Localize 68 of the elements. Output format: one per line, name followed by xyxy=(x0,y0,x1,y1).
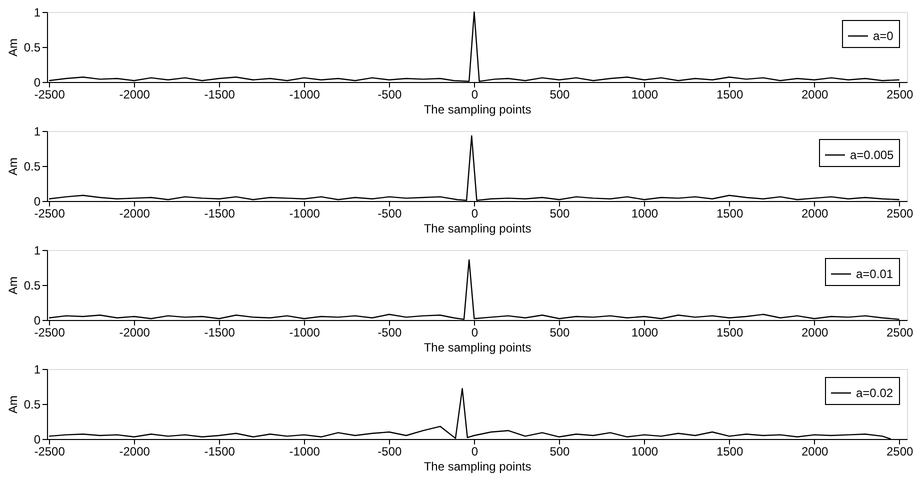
y-tick-label: 0 xyxy=(34,432,41,446)
y-tick-label: 0 xyxy=(34,76,41,90)
x-tick-label: -500 xyxy=(378,206,402,220)
x-tick-label: -500 xyxy=(378,444,402,458)
x-tick-label: 1500 xyxy=(716,206,744,220)
y-axis-title: Am xyxy=(6,157,20,176)
x-tick-label: 500 xyxy=(550,88,570,102)
x-tick-label: -1500 xyxy=(204,444,236,458)
x-axis-title: The sampling points xyxy=(424,460,532,474)
x-tick-label: 2000 xyxy=(801,206,828,220)
x-axis-title: The sampling points xyxy=(424,222,532,236)
x-tick-label: 0 xyxy=(471,88,478,102)
x-tick-label: 1000 xyxy=(631,326,658,340)
y-axis-title: Am xyxy=(6,395,20,414)
x-tick-label: -2500 xyxy=(34,206,66,220)
x-tick-label: -1500 xyxy=(204,88,236,102)
x-axis-title: The sampling points xyxy=(424,340,532,354)
y-tick-label: 0.5 xyxy=(24,160,41,174)
legend-label: a=0.02 xyxy=(856,386,894,400)
x-tick-label: -1000 xyxy=(289,206,320,220)
x-tick-label: 1000 xyxy=(631,206,658,220)
x-tick-label: 500 xyxy=(550,206,570,220)
legend-label: a=0.005 xyxy=(850,148,894,162)
y-tick-label: 0 xyxy=(34,194,41,208)
y-axis-title: Am xyxy=(6,276,20,294)
x-tick-label: 0 xyxy=(471,326,478,340)
x-tick-label: -1000 xyxy=(289,326,320,340)
x-tick-label: 1000 xyxy=(631,88,658,102)
x-tick-label: -2000 xyxy=(119,444,150,458)
x-tick-label: 1500 xyxy=(716,88,744,102)
x-axis-title: The sampling points xyxy=(424,102,532,116)
x-tick-label: 500 xyxy=(550,444,570,458)
y-tick-label: 0.5 xyxy=(24,278,41,292)
x-tick-label: -1500 xyxy=(204,206,236,220)
x-tick-label: 2000 xyxy=(801,444,828,458)
x-tick-label: -2000 xyxy=(119,88,150,102)
x-tick-label: 1000 xyxy=(631,444,658,458)
x-tick-label: 2000 xyxy=(801,326,828,340)
x-tick-label: 1500 xyxy=(716,444,744,458)
x-tick-label: -500 xyxy=(378,88,402,102)
y-tick-label: 1 xyxy=(34,362,41,376)
x-tick-label: -500 xyxy=(378,326,402,340)
x-tick-label: -2500 xyxy=(34,88,66,102)
y-tick-label: 0.5 xyxy=(24,40,41,54)
x-tick-label: 2500 xyxy=(886,88,914,102)
legend-label: a=0 xyxy=(873,29,894,43)
x-tick-label: -2000 xyxy=(119,206,150,220)
x-tick-label: 2500 xyxy=(886,206,914,220)
y-tick-label: 1 xyxy=(34,244,41,258)
y-tick-label: 1 xyxy=(34,124,41,138)
x-tick-label: -1500 xyxy=(204,326,236,340)
x-tick-label: -2500 xyxy=(34,444,66,458)
x-tick-label: 0 xyxy=(471,206,478,220)
x-tick-label: 2500 xyxy=(886,326,914,340)
x-tick-label: 2000 xyxy=(801,88,828,102)
x-tick-label: 1500 xyxy=(716,326,744,340)
y-tick-label: 0.5 xyxy=(24,398,41,412)
x-tick-label: -1000 xyxy=(289,444,320,458)
x-tick-label: -1000 xyxy=(289,88,320,102)
x-tick-label: 2500 xyxy=(886,444,914,458)
y-axis-title: Am xyxy=(6,38,20,56)
x-tick-label: 500 xyxy=(550,326,570,340)
x-tick-label: -2000 xyxy=(119,326,150,340)
x-tick-label: -2500 xyxy=(34,326,66,340)
x-tick-label: 0 xyxy=(471,444,478,458)
y-tick-label: 1 xyxy=(34,6,41,20)
y-tick-label: 0 xyxy=(34,314,41,328)
legend-label: a=0.01 xyxy=(856,267,894,281)
